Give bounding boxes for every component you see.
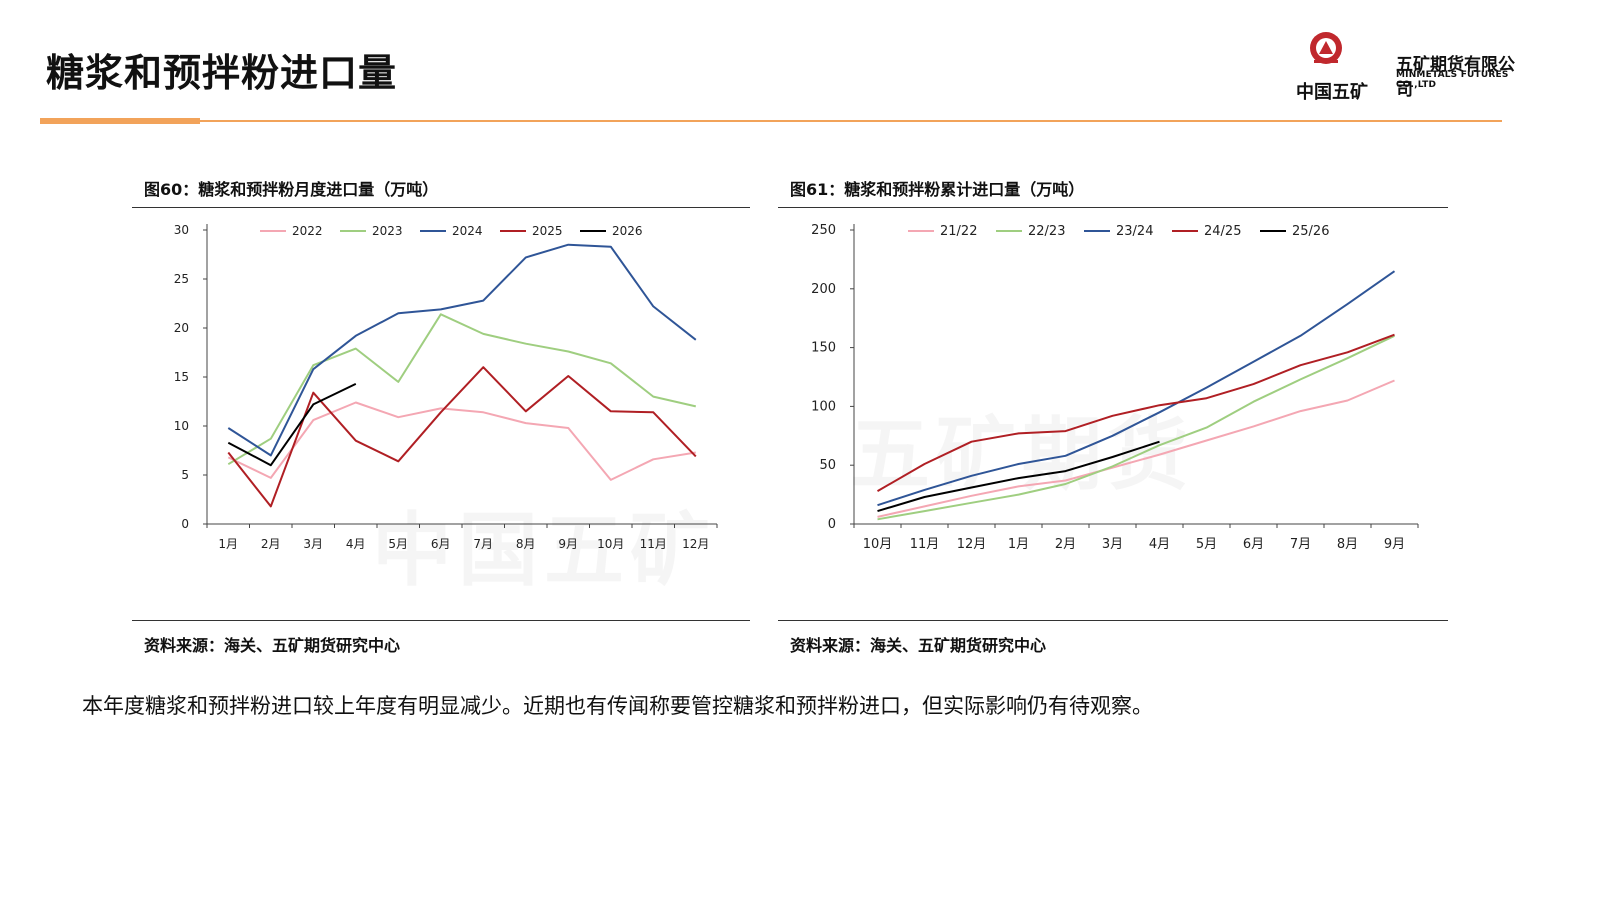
x-tick-label: 10月 <box>863 537 893 552</box>
x-tick-label: 11月 <box>910 537 940 552</box>
legend-label: 21/22 <box>940 224 977 239</box>
series-line-21-22 <box>877 379 1395 518</box>
series-line-2025 <box>227 366 697 508</box>
x-tick-label: 9月 <box>558 537 578 551</box>
series-line-25-26 <box>877 440 1160 513</box>
y-tick-label: 20 <box>174 321 189 335</box>
brand-cn: 中国五矿 <box>1296 82 1368 103</box>
y-tick-label: 0 <box>181 517 189 531</box>
x-tick-label: 12月 <box>682 537 709 551</box>
chart-source: 资料来源：海关、五矿期货研究中心 <box>144 636 401 655</box>
series-line-2026 <box>227 382 357 467</box>
y-tick-label: 100 <box>811 399 836 414</box>
y-tick-label: 15 <box>174 370 189 384</box>
chart-panel-cumulative: 图61：糖浆和预拌粉累计进口量（万吨） 0 50 100 150 200 250 10月 11… <box>778 176 1448 656</box>
series-line-2022 <box>227 401 696 481</box>
x-tick-label: 8月 <box>516 537 536 551</box>
legend-label: 2023 <box>372 224 403 238</box>
legend-label: 25/26 <box>1292 224 1329 239</box>
legend-label: 24/25 <box>1204 224 1241 239</box>
y-tick-label: 5 <box>181 468 189 482</box>
series-line-23-24 <box>877 270 1396 507</box>
header-rule <box>40 118 1502 124</box>
minmetals-logo-icon <box>1310 32 1342 64</box>
y-tick-label: 25 <box>174 272 189 286</box>
x-tick-label: 11月 <box>640 537 667 551</box>
x-tick-label: 7月 <box>1290 537 1311 552</box>
series-line-2023 <box>227 313 697 466</box>
company-name-cn: 五矿期货有限公司 <box>1396 55 1515 100</box>
y-tick-label: 250 <box>811 223 836 238</box>
chart-panel-monthly: 图60：糖浆和预拌粉月度进口量（万吨） 0 5 10 15 20 25 30 1月 2月 3月 4月… <box>132 176 750 656</box>
chart-title: 图60：糖浆和预拌粉月度进口量（万吨） <box>144 180 439 199</box>
x-tick-label: 6月 <box>1243 537 1264 552</box>
x-tick-label: 4月 <box>1149 537 1170 552</box>
series-line-24-25 <box>877 333 1395 492</box>
x-tick-label: 2月 <box>1055 537 1076 552</box>
y-tick-label: 10 <box>174 419 189 433</box>
x-tick-label: 5月 <box>1196 537 1217 552</box>
x-tick-label: 2月 <box>261 537 281 551</box>
x-tick-label: 12月 <box>957 537 987 552</box>
x-tick-label: 9月 <box>1384 537 1405 552</box>
page-title: 糖浆和预拌粉进口量 <box>46 51 398 95</box>
watermark-left: 中国五矿 <box>372 504 716 597</box>
body-paragraph: 本年度糖浆和预拌粉进口较上年度有明显减少。近期也有传闻称要管控糖浆和预拌粉进口，… <box>82 694 1153 718</box>
y-tick-label: 200 <box>811 282 836 297</box>
x-tick-label: 3月 <box>1102 537 1123 552</box>
x-tick-label: 4月 <box>346 537 366 551</box>
chart-title: 图61：糖浆和预拌粉累计进口量（万吨） <box>790 180 1085 199</box>
chart-source: 资料来源：海关、五矿期货研究中心 <box>790 636 1047 655</box>
legend-label: 23/24 <box>1116 224 1153 239</box>
x-tick-label: 3月 <box>303 537 323 551</box>
cumulative-import-chart: 0 50 100 150 200 250 10月 11月 12月 1月 2月 3月 4月 5月 6月 7月 8月… <box>811 223 1419 552</box>
series-line-22-23 <box>877 334 1395 521</box>
x-tick-label: 7月 <box>473 537 493 551</box>
brand-logo: 中国五矿 五矿期货有限公司 MINMETALS FUTURES CO.,LTD <box>1296 30 1526 103</box>
legend-label: 2026 <box>612 224 643 238</box>
y-tick-label: 0 <box>828 517 836 532</box>
x-tick-label: 8月 <box>1337 537 1358 552</box>
x-tick-label: 1月 <box>1008 537 1029 552</box>
legend-label: 22/23 <box>1028 224 1065 239</box>
legend-label: 2024 <box>452 224 483 238</box>
x-tick-label: 5月 <box>388 537 408 551</box>
company-name-en: MINMETALS FUTURES CO.,LTD <box>1396 70 1509 90</box>
y-tick-label: 30 <box>174 223 189 237</box>
x-tick-label: 6月 <box>431 537 451 551</box>
legend-label: 2025 <box>532 224 563 238</box>
x-tick-label: 10月 <box>597 537 624 551</box>
series-line-2024 <box>227 243 697 457</box>
y-tick-label: 150 <box>811 341 836 356</box>
legend-label: 2022 <box>292 224 323 238</box>
y-tick-label: 50 <box>819 458 836 473</box>
x-tick-label: 1月 <box>218 537 238 551</box>
